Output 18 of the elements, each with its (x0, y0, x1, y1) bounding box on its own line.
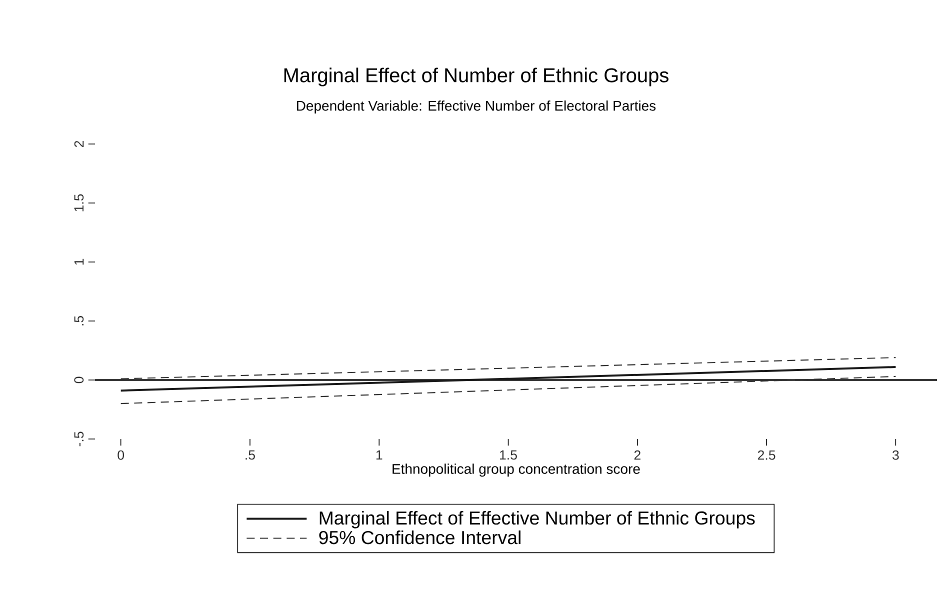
x-tick-label: 3 (892, 450, 899, 460)
x-tick-label: 2.5 (758, 450, 776, 460)
x-tick-label: 1.5 (500, 450, 517, 460)
y-tick-label: .5 (74, 316, 84, 326)
x-tick-label: .5 (246, 450, 255, 460)
legend-label: Marginal Effect of Effective Number of Ethnic Groups (320, 510, 755, 528)
x-tick-label: 2 (634, 450, 640, 460)
x-axis-title: Ethnopolitical group concentration score (392, 464, 640, 477)
y-tick-label: 1.5 (74, 194, 84, 212)
y-tick-label: 0 (74, 376, 84, 384)
legend-label: 95% Confidence Interval (319, 530, 520, 544)
x-tick-label: 0 (118, 450, 124, 460)
y-tick-label: 2 (74, 140, 84, 148)
chart-subtitle: Dependent Variable: Effective Number of Electoral Parties (297, 100, 656, 114)
x-tick-label: 1 (376, 450, 382, 460)
y-tick-label: -.5 (74, 432, 84, 446)
y-tick-label: 1 (74, 258, 84, 265)
chart-title: Marginal Effect of Number of Ethnic Groups (284, 68, 668, 86)
